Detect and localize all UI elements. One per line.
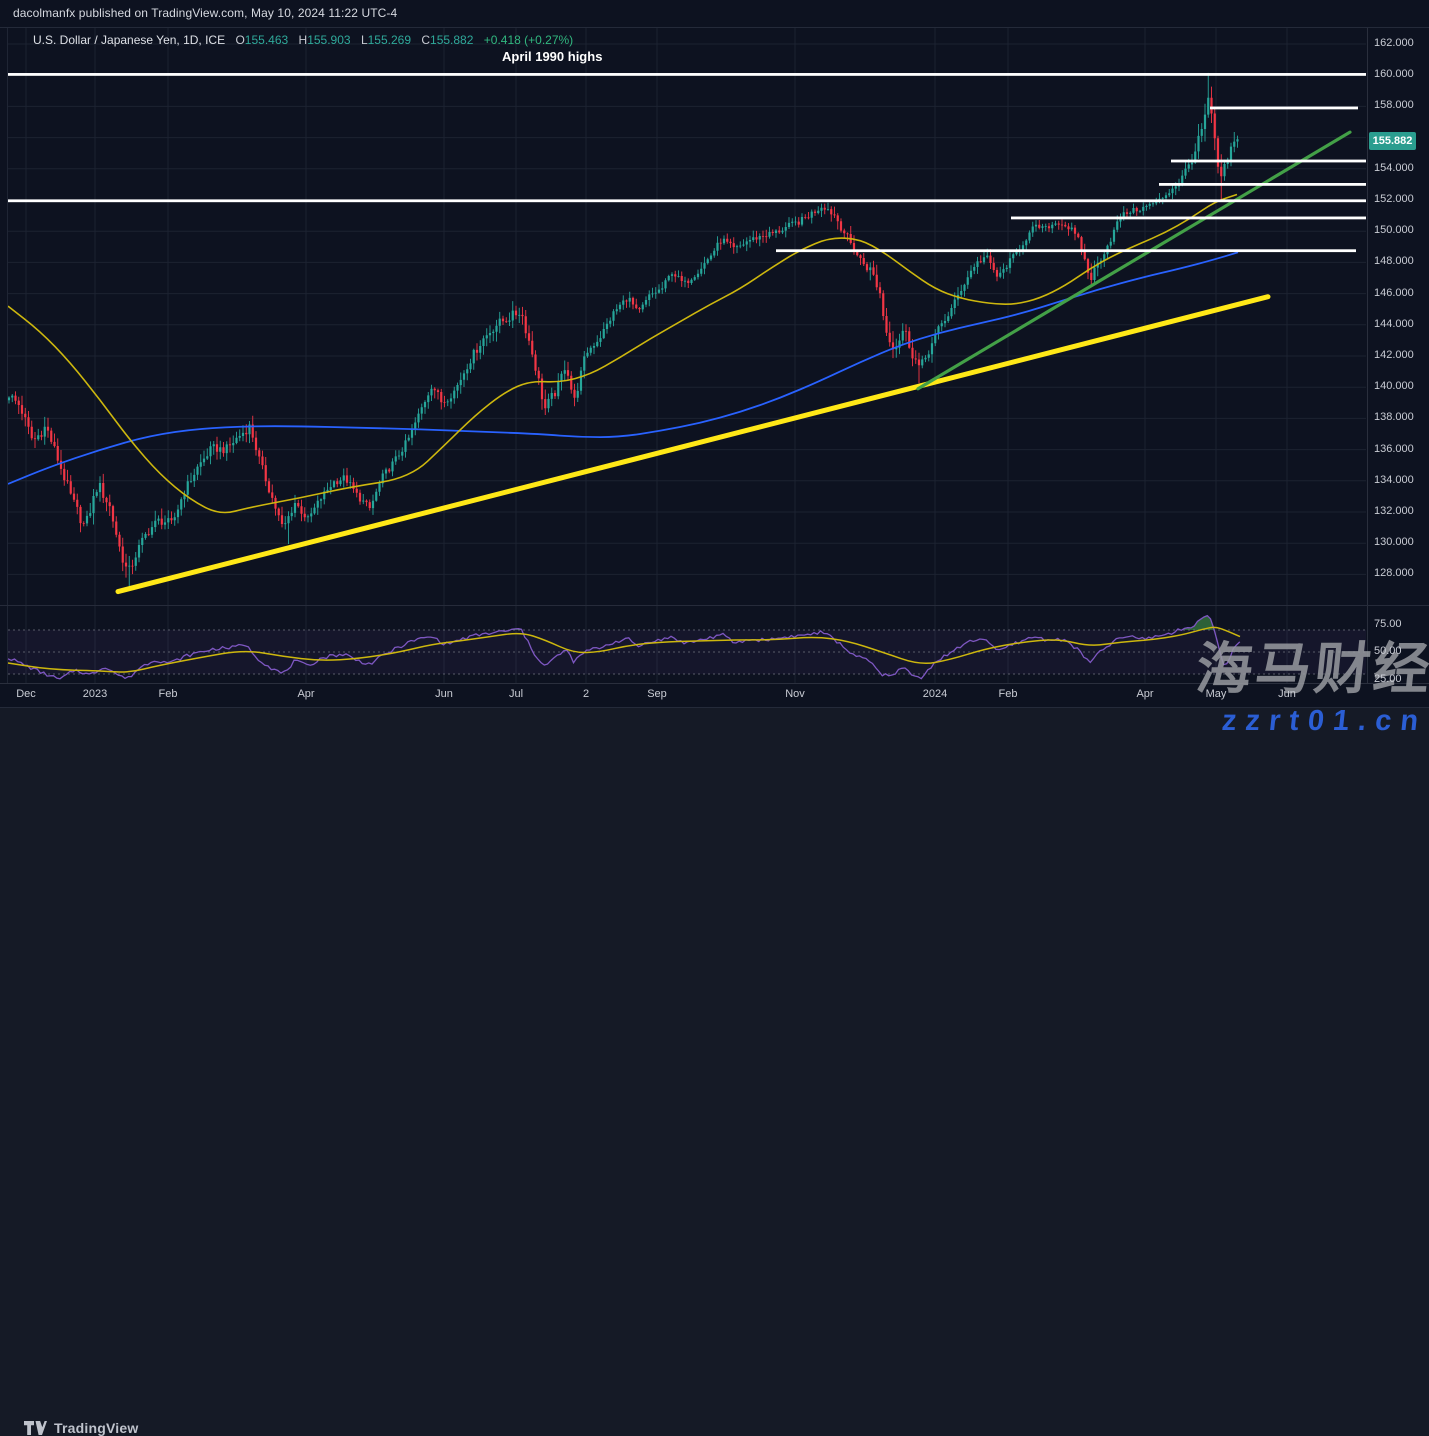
rsi-line [7,614,1241,680]
rsi-band [8,630,1366,674]
chart-canvas[interactable] [0,0,1429,739]
watermark-url: zzrt01.cn [1220,705,1429,737]
time-tick-label-feb: Feb [998,688,1018,700]
tradingview-logo[interactable]: TradingView [24,1420,138,1436]
attribution-text: dacolmanfx published on TradingView.com,… [13,6,398,20]
price-tick-label: 140.000 [1374,380,1414,393]
open-label: O [235,33,245,47]
time-tick-label-apr: Apr [297,688,315,700]
rsi-tick-label: 75.00 [1374,617,1402,630]
pane-left-border [7,28,8,683]
chart-annotation-text: April 1990 highs [502,49,603,64]
price-tick-label: 138.000 [1374,411,1414,424]
time-axis[interactable] [0,684,1367,707]
time-tick-label-jul: Jul [508,688,524,700]
level-line-157.9[interactable] [1210,106,1358,110]
price-tick-label: 152.000 [1374,193,1414,205]
level-line-160.05[interactable] [8,73,1366,76]
rsi-ma-line [7,626,1241,673]
price-tick-label: 154.000 [1374,161,1414,174]
price-tick-label: 136.000 [1374,442,1414,455]
price-tick-label: 130.000 [1374,536,1414,549]
level-line-154.5[interactable] [1171,159,1366,163]
close-label: C [421,33,431,47]
high-value: 155.903 [307,33,351,47]
price-tick-label: 144.000 [1374,317,1414,330]
rsi-tick-label: 50.00 [1374,645,1402,657]
price-tick-label: 150.000 [1374,224,1414,237]
candles-up [7,72,1239,587]
time-axis-divider [0,683,1429,684]
price-tick-label: 142.000 [1374,349,1414,361]
watermark-cjk: 海马财经 [1193,637,1429,700]
footer-divider [0,707,1429,708]
footer-bar: TradingView [0,708,1429,1436]
level-line-153[interactable] [1159,183,1366,186]
level-line-150.85[interactable] [1011,216,1366,220]
tradingview-logo-icon [24,1421,47,1435]
symbol-title: U.S. Dollar / Japanese Yen, 1D, ICE [33,33,226,47]
grid-lines [8,28,1366,683]
price-tick-label: 148.000 [1374,255,1414,268]
rsi-tick-label: 25.00 [1374,672,1402,685]
rising-support-green[interactable] [916,130,1352,391]
time-tick-label-sep: Sep [647,688,667,700]
high-label: H [298,33,308,47]
candles-down [14,86,1223,578]
pane-divider[interactable] [0,605,1429,606]
price-axis-divider[interactable] [1367,28,1368,683]
open-value: 155.463 [244,33,289,47]
price-tick-label: 160.000 [1374,68,1414,81]
price-tick-label: 158.000 [1374,99,1414,112]
last-price-label: 155.882 [1369,132,1416,150]
time-tick-label-2024: 2024 [922,688,948,700]
tradingview-logo-text: TradingView [54,1420,139,1436]
ma-fast-line [7,193,1238,514]
low-value: 155.269 [367,33,412,47]
low-label: L [360,33,368,47]
price-tick-label: 132.000 [1374,505,1414,517]
time-tick-label-dec: Dec [16,688,36,700]
price-tick-label: 146.000 [1374,286,1414,299]
rsi-overbought-fill [1184,615,1214,630]
close-value: 155.882 [430,33,474,47]
chart-background [0,0,1429,707]
price-tick-label: 162.000 [1374,37,1414,49]
level-line-151.95[interactable] [8,199,1366,203]
level-line-148.75[interactable] [776,249,1356,253]
change-value: +0.418 (+0.27%) [483,33,574,47]
time-tick-label-feb: Feb [158,688,178,700]
time-tick-label-jun: Jun [435,688,453,700]
time-tick-label-2: 2 [582,688,590,700]
time-tick-label-jun: Jun [1278,688,1296,700]
time-tick-label-may: May [1205,688,1227,700]
price-tick-label: 128.000 [1374,567,1414,580]
time-tick-label-apr: Apr [1136,688,1154,700]
ma-slow-line [7,251,1239,485]
symbol-legend[interactable]: U.S. Dollar / Japanese Yen, 1D, ICE O155… [33,33,573,47]
time-tick-label-2023: 2023 [82,688,108,700]
rising-support-yellow[interactable] [115,294,1271,595]
price-tick-label: 134.000 [1374,473,1414,486]
topbar-divider [0,27,1429,28]
time-tick-label-nov: Nov [785,688,805,700]
